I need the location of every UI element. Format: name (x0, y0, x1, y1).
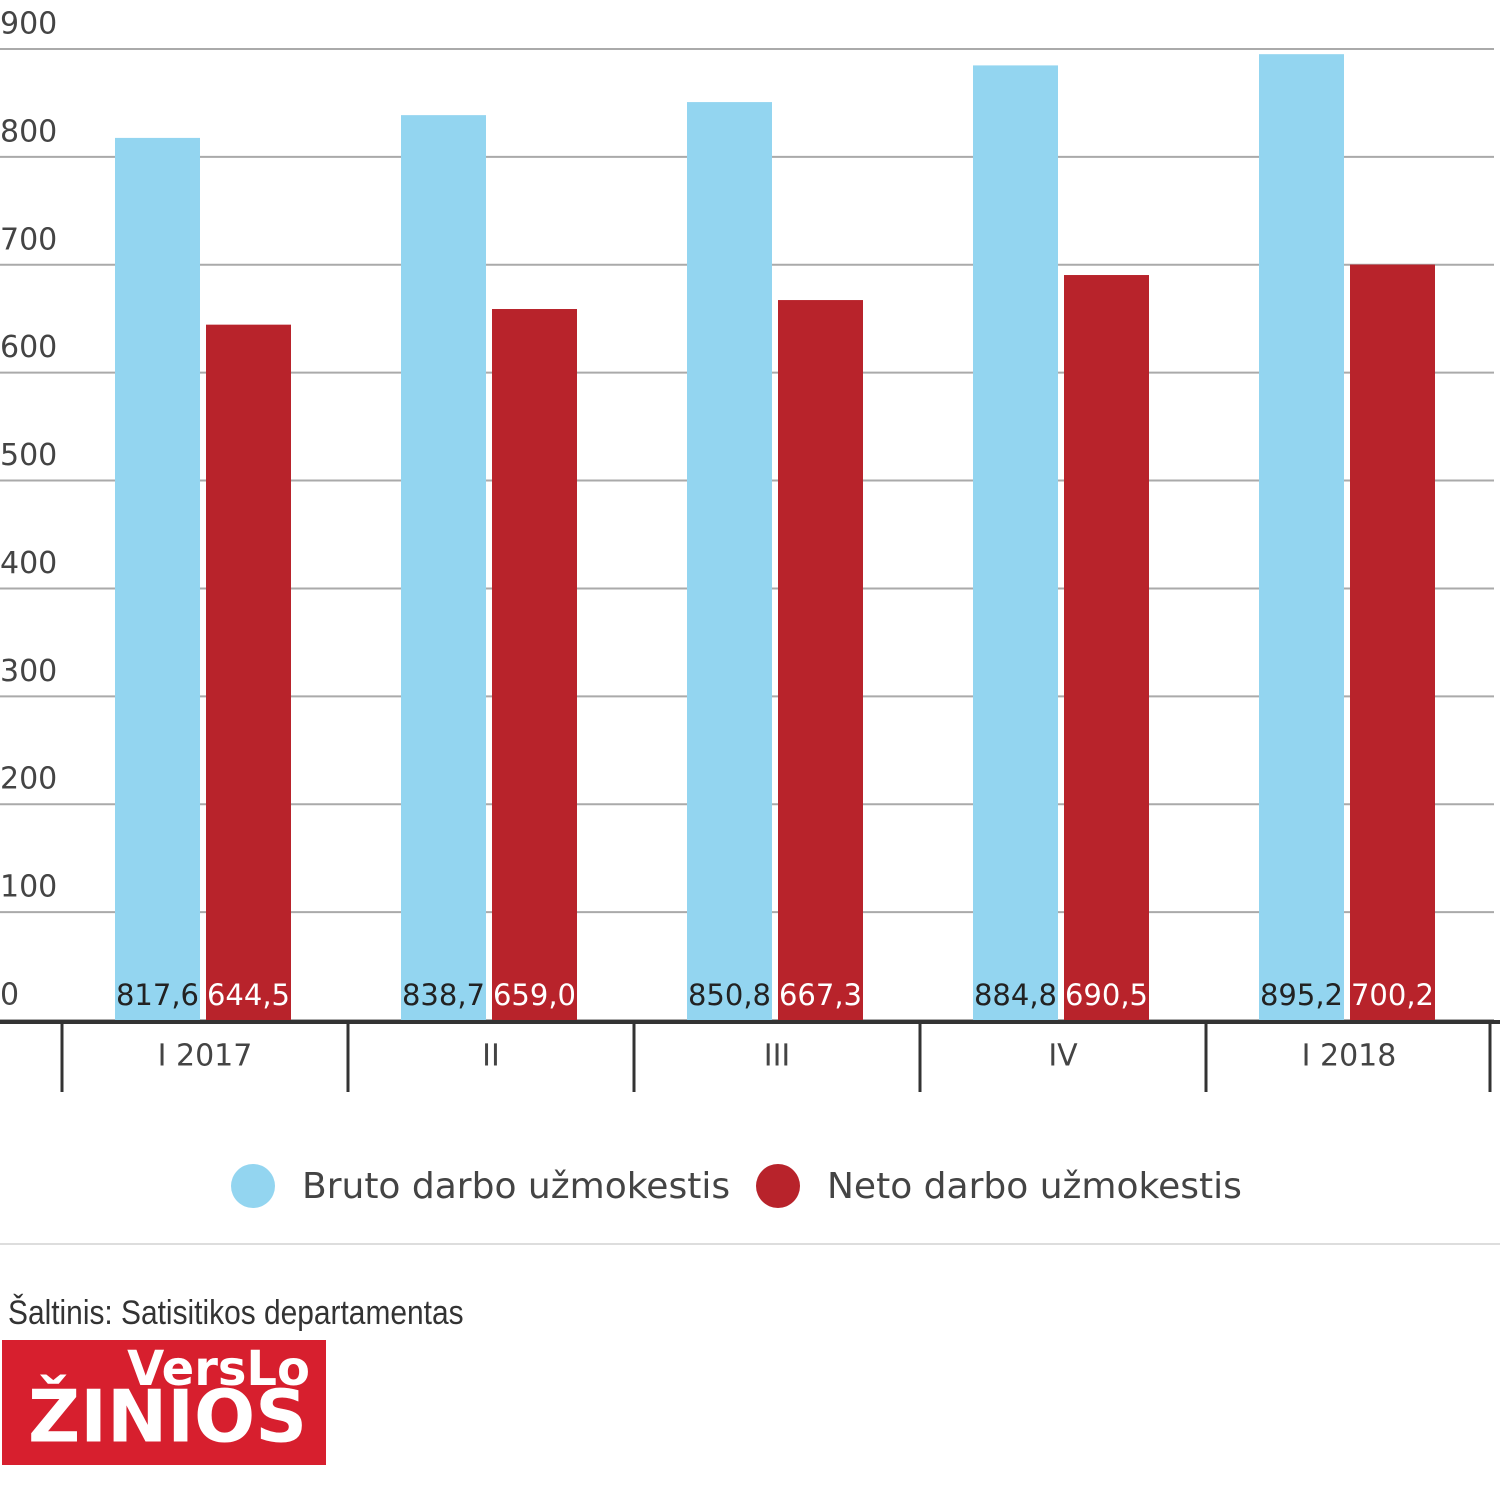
x-tick-label: II (482, 1039, 500, 1074)
value-label: 895,2 (1260, 978, 1343, 1012)
value-label: 659,0 (493, 978, 576, 1012)
bar (973, 65, 1058, 1020)
bar (778, 300, 863, 1020)
bar (115, 137, 200, 1020)
bar (1350, 264, 1435, 1020)
y-tick-label: 400 (0, 546, 57, 581)
y-tick-label: 800 (0, 114, 57, 149)
value-label: 644,5 (207, 978, 290, 1012)
y-tick-label: 600 (0, 330, 57, 365)
y-tick-label: 200 (0, 762, 57, 797)
logo-text: VersLo (127, 1341, 310, 1397)
bar (687, 102, 772, 1020)
bar (1259, 54, 1344, 1021)
y-tick-label: 300 (0, 654, 57, 689)
value-label: 850,8 (688, 978, 771, 1012)
y-tick-label: 700 (0, 222, 57, 257)
y-tick-label: 0 (0, 978, 19, 1013)
logo-text: ŽINIOS (28, 1375, 307, 1459)
x-tick-label: I 2017 (158, 1039, 253, 1074)
logo-box (2, 1340, 326, 1465)
value-label: 838,7 (402, 978, 485, 1012)
bar (206, 324, 291, 1020)
y-tick-label: 500 (0, 438, 57, 473)
y-tick-label: 100 (0, 870, 57, 905)
bar (1064, 275, 1149, 1020)
legend-label: Bruto darbo užmokestis (302, 1166, 730, 1207)
bar (492, 309, 577, 1020)
x-tick-label: III (764, 1039, 791, 1074)
x-tick-label: I 2018 (1302, 1039, 1397, 1074)
legend-swatch (231, 1164, 275, 1208)
source-note: Šaltinis: Satisitikos departamentas (8, 1293, 464, 1331)
value-label: 667,3 (779, 978, 862, 1012)
legend-swatch (756, 1164, 800, 1208)
legend-label: Neto darbo užmokestis (827, 1166, 1242, 1207)
bar (401, 115, 486, 1021)
x-tick-label: IV (1048, 1039, 1078, 1074)
value-label: 884,8 (974, 978, 1057, 1012)
y-tick-label: 900 (0, 7, 57, 42)
value-label: 690,5 (1065, 978, 1148, 1012)
value-label: 817,6 (116, 978, 199, 1012)
value-label: 700,2 (1351, 978, 1434, 1012)
